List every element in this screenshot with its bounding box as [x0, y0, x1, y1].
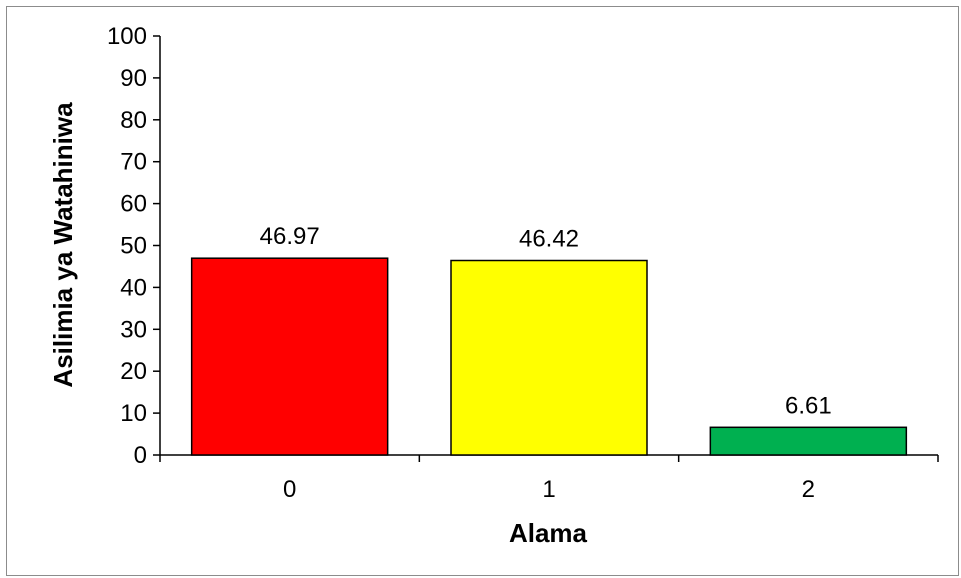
data-label-2: 6.61: [785, 392, 832, 419]
x-tick-label: 2: [802, 476, 815, 503]
y-tick-label: 0: [134, 442, 147, 469]
y-axis: 0 10 20 30 40 50 60 70 80 90 100: [107, 23, 161, 469]
y-axis-title: Asilimia ya Watahiniwa: [48, 102, 78, 388]
bars: [190, 257, 908, 456]
x-axis: 0 1 2: [159, 454, 939, 503]
x-axis-title: Alama: [509, 518, 588, 548]
y-tick-label: 10: [120, 400, 147, 427]
x-tick-label: 0: [283, 476, 296, 503]
y-tick-label: 60: [120, 191, 147, 218]
data-label-0: 46.97: [260, 223, 320, 250]
y-tick-label: 20: [120, 358, 147, 385]
y-tick-label: 100: [107, 23, 147, 50]
bar-2: [709, 426, 908, 456]
y-tick-label: 80: [120, 107, 147, 134]
data-label-1: 46.42: [519, 226, 579, 253]
y-tick-label: 40: [120, 274, 147, 301]
y-tick-label: 30: [120, 316, 147, 343]
bar-0: [190, 257, 389, 456]
bar-1: [450, 259, 648, 456]
y-tick-label: 50: [120, 233, 147, 260]
y-tick-label: 70: [120, 149, 147, 176]
data-labels: 46.97 46.42 6.61: [260, 223, 832, 419]
y-tick-label: 90: [120, 65, 147, 92]
x-tick-label: 1: [542, 476, 555, 503]
